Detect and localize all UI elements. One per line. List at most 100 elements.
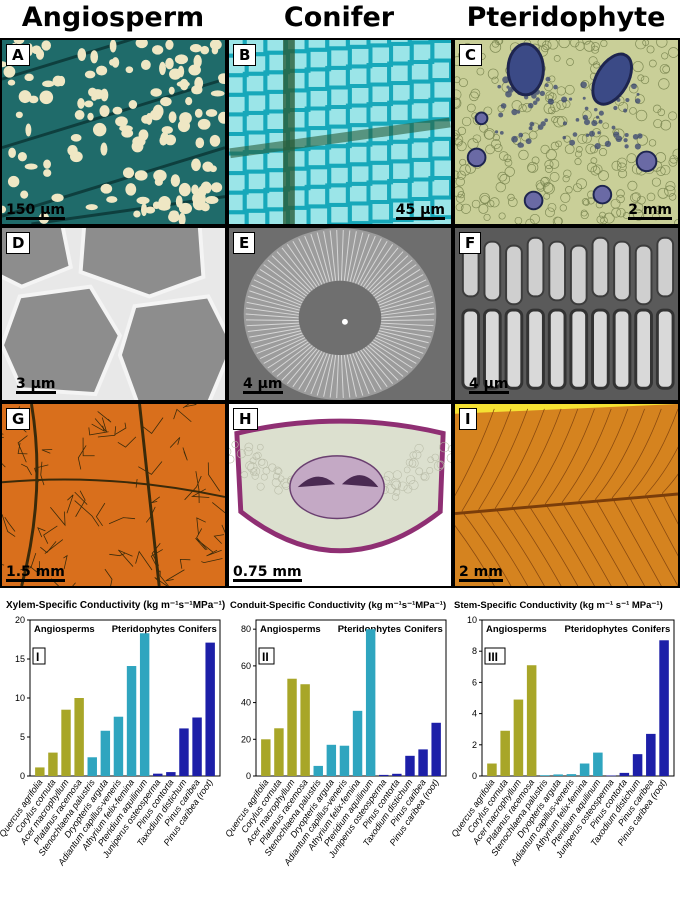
- scalariform-bar: [569, 308, 589, 390]
- group-label: Angiosperms: [260, 624, 321, 635]
- vessel-lumen: [24, 73, 34, 82]
- bar: [139, 633, 150, 776]
- panel-g-micrograph: G 1.5 mm: [0, 402, 227, 588]
- margo-strand: [276, 345, 313, 377]
- y-tick-label: 6: [472, 677, 477, 687]
- parenchyma-cell: [646, 192, 656, 202]
- margo-strand: [336, 355, 340, 399]
- leaf-vein: [645, 446, 678, 496]
- parenchyma-cell: [456, 141, 467, 152]
- vessel-lumen: [218, 73, 225, 83]
- parenchyma-cell: [544, 164, 553, 173]
- stained-cell: [624, 132, 629, 138]
- minor-vein: [2, 436, 4, 438]
- mesophyll-cell: [274, 486, 283, 495]
- major-vein: [20, 404, 39, 586]
- bar: [392, 773, 402, 776]
- vessel-lumen: [109, 59, 116, 66]
- stained-cell: [545, 76, 551, 82]
- parenchyma-cell: [655, 205, 663, 213]
- bar: [566, 774, 577, 776]
- stained-cell: [527, 102, 534, 109]
- margo-strand: [379, 290, 431, 309]
- mesophyll-cell: [247, 462, 258, 473]
- parenchyma-cell: [560, 192, 571, 203]
- bar: [553, 774, 563, 776]
- parenchyma-cell: [570, 40, 580, 48]
- vessel-lumen: [15, 111, 23, 119]
- group-label: Conifers: [404, 624, 443, 635]
- parenchyma-cell: [582, 40, 591, 45]
- margo-strand: [360, 349, 388, 388]
- parenchyma-cell: [455, 138, 463, 147]
- vessel-lumen: [205, 196, 219, 205]
- parenchyma-cell: [618, 101, 629, 112]
- chart-1-title: Xylem-Specific Conductivity (kg m⁻¹s⁻¹MP…: [6, 600, 226, 611]
- parenchyma-cell: [634, 94, 645, 105]
- mesophyll-cell: [403, 484, 413, 494]
- stained-cell: [525, 138, 532, 145]
- plot-frame: [29, 619, 221, 777]
- margo-strand: [381, 319, 435, 321]
- margo-strand: [267, 341, 309, 369]
- leaf-vein: [478, 509, 529, 586]
- angiosperm-sem-image: [2, 228, 225, 400]
- bar: [166, 772, 176, 776]
- parenchyma-cell: [541, 40, 552, 51]
- minor-vein: [29, 561, 41, 576]
- parenchyma-cell: [469, 91, 479, 102]
- margo-strand: [355, 235, 376, 284]
- margo-strand: [357, 351, 382, 390]
- parenchyma-cell: [550, 101, 561, 112]
- parenchyma-cell: [563, 169, 572, 178]
- vessel-lumen: [3, 65, 16, 78]
- stained-cell: [613, 131, 620, 138]
- bar: [74, 698, 84, 776]
- y-tick-label: 4: [472, 709, 477, 719]
- margo-strand: [259, 269, 306, 299]
- leaf-vein: [528, 505, 579, 586]
- margo-strand: [263, 339, 307, 364]
- parenchyma-cell: [487, 68, 499, 80]
- stained-cell: [634, 143, 641, 150]
- vessel-lumen: [122, 167, 135, 179]
- parenchyma-cell: [549, 172, 560, 182]
- parenchyma-cell: [496, 40, 504, 45]
- mesophyll-cell: [446, 453, 451, 463]
- y-tick-label: 2: [472, 740, 477, 750]
- mesophyll-cell: [245, 461, 255, 471]
- minor-vein: [77, 445, 87, 470]
- mesophyll-cell: [275, 467, 283, 476]
- margo-strand: [316, 232, 331, 282]
- vessel-lumen: [150, 88, 162, 97]
- margo-strand: [379, 327, 431, 338]
- parenchyma-cell: [566, 58, 574, 66]
- leaf-vein: [611, 408, 662, 498]
- margo-strand: [245, 307, 299, 316]
- pit-membrane: [569, 244, 588, 306]
- vessel-lumen: [165, 40, 174, 50]
- y-tick-label: 0: [246, 771, 251, 781]
- minor-vein: [20, 463, 32, 476]
- minor-vein: [88, 427, 109, 436]
- leaf-vein: [494, 408, 545, 509]
- parenchyma-cell: [631, 192, 641, 202]
- stained-cell: [499, 130, 504, 135]
- minor-vein: [40, 541, 57, 554]
- stained-cell: [589, 130, 595, 137]
- margo-strand: [246, 301, 300, 314]
- margo-strand: [245, 313, 299, 319]
- vessel-lumen: [31, 45, 42, 55]
- parenchyma-cell: [668, 193, 677, 201]
- mesophyll-cell: [420, 472, 430, 482]
- mesophyll-cell: [412, 450, 422, 460]
- parenchyma-cell: [583, 199, 590, 206]
- leaf-vein: [661, 473, 678, 494]
- y-tick-label: 20: [15, 615, 25, 625]
- mesophyll-cell: [436, 460, 445, 469]
- parenchyma-cell: [470, 88, 481, 99]
- margo-strand: [340, 355, 344, 399]
- mesophyll-cell: [383, 471, 394, 482]
- margo-strand: [367, 345, 404, 377]
- vessel-lumen: [25, 123, 32, 137]
